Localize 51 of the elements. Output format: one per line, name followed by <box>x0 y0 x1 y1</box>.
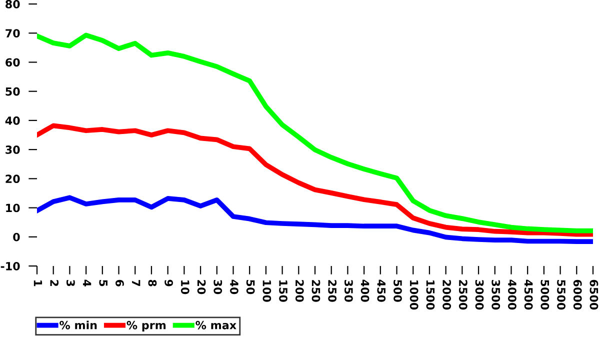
x-tick-label: 4000 <box>508 280 516 310</box>
line-series <box>37 123 593 237</box>
x-tick-label: 5000 <box>540 280 550 310</box>
x-tick-label: 40 <box>230 280 238 294</box>
y-tick-label: 30 <box>6 146 20 154</box>
x-tick-label: 3000 <box>475 280 484 310</box>
x-tick-label: 6 <box>116 280 124 286</box>
x-tick-label: 1 <box>34 280 42 286</box>
x-tick-label: 450 <box>377 280 386 302</box>
y-tick-label: 70 <box>6 29 20 38</box>
x-tick-label: 20 <box>197 280 206 294</box>
x-tick-label: 50 <box>246 280 255 294</box>
x-tick-label: 4 <box>82 280 92 286</box>
x-tick-label: 8 <box>148 280 157 286</box>
x-tick-label: 100 <box>262 280 272 302</box>
y-tick-label: 40 <box>5 116 20 125</box>
x-tick-label: 4500 <box>524 280 533 310</box>
y-tick-label: 20 <box>6 174 20 184</box>
x-tick-label: 500 <box>394 280 402 302</box>
y-tick-label: 80 <box>6 0 20 8</box>
x-tick-label: 1000 <box>410 280 418 310</box>
y-tick-label: 0 <box>13 232 20 242</box>
x-tick-label: 400 <box>360 280 370 302</box>
x-tick-label: 2000 <box>442 280 452 310</box>
x-tick-label: 10 <box>180 280 190 294</box>
legend-label: % prm <box>126 320 166 332</box>
x-tick-label: 3500 <box>492 280 500 310</box>
y-tick-label: 10 <box>6 204 20 212</box>
x-tick-label: 3 <box>66 280 75 286</box>
x-tick-label: 5500 <box>557 280 566 310</box>
x-tick-label: 250 <box>328 280 337 302</box>
legend-label: % min <box>60 320 97 330</box>
x-tick-label: 5 <box>99 280 108 286</box>
x-tick-label: 1500 <box>426 280 435 310</box>
x-tick-label: 6500 <box>590 280 598 310</box>
x-tick-label: 2 <box>50 280 59 286</box>
x-tick-label: 7 <box>132 280 140 286</box>
x-tick-label: 250 <box>312 280 320 302</box>
y-tick-label: 60 <box>6 58 20 67</box>
y-tick-label: -10 <box>0 262 20 270</box>
x-tick-label: 200 <box>295 280 304 302</box>
y-tick-label: 50 <box>6 87 20 96</box>
x-tick-label: 150 <box>279 280 288 302</box>
legend-label: % max <box>196 320 236 330</box>
x-tick-label: 30 <box>214 280 222 294</box>
line-series <box>37 32 593 234</box>
x-tick-label: 9 <box>164 280 173 286</box>
x-tick-label: 2500 <box>458 280 468 310</box>
x-tick-label: 350 <box>344 280 353 302</box>
x-tick-label: 6000 <box>573 280 582 310</box>
line-series <box>37 195 593 244</box>
